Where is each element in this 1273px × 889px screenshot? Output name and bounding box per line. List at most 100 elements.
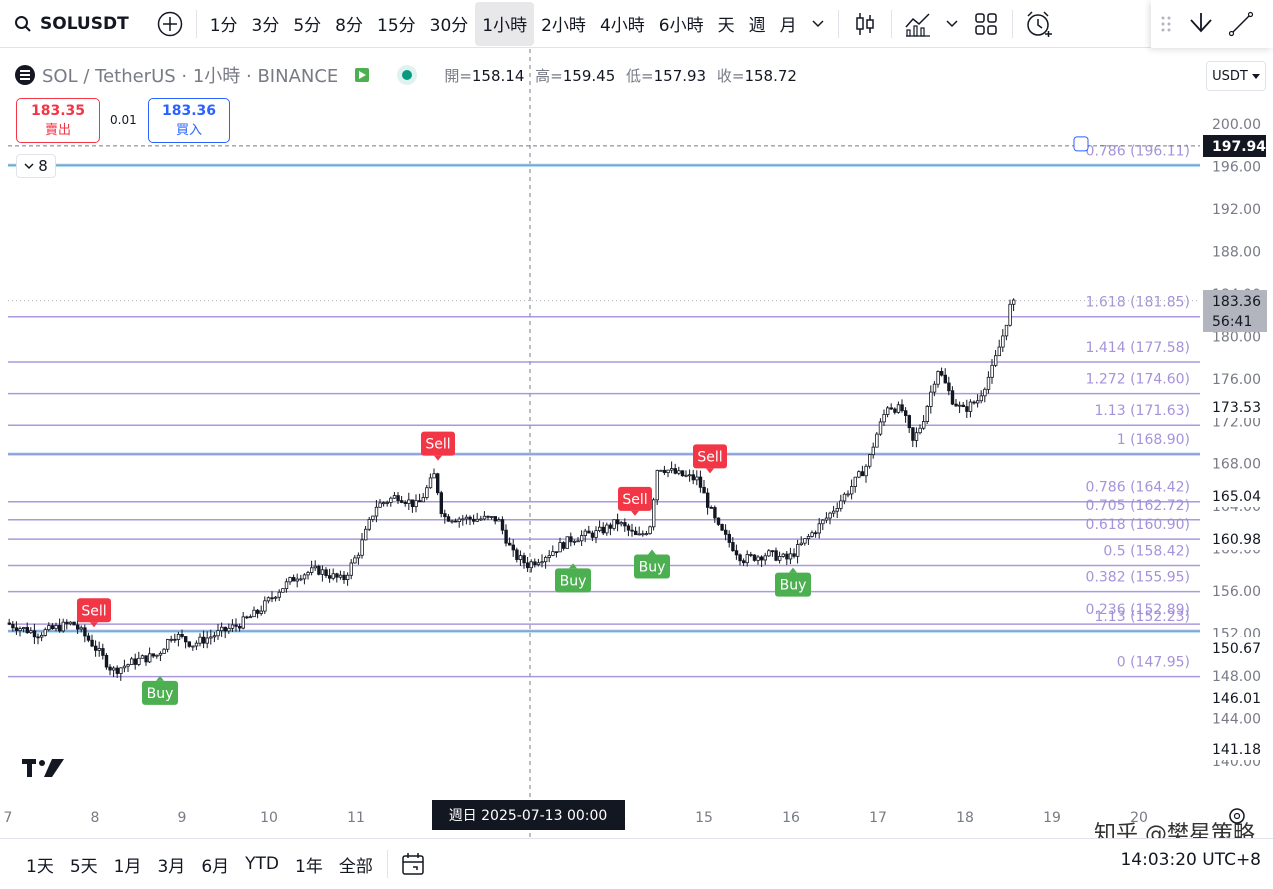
time-tick: 15 — [695, 810, 713, 826]
chart-settings-gear-icon[interactable] — [1229, 808, 1245, 824]
interval-9[interactable]: 6小時 — [658, 16, 704, 36]
interval-8[interactable]: 4小時 — [599, 16, 645, 36]
sell-label: 賣出 — [44, 123, 71, 138]
candle — [986, 371, 991, 394]
indicators-dropdown[interactable] — [938, 0, 966, 48]
interval-4[interactable]: 15分 — [377, 16, 416, 36]
interval-5[interactable]: 30分 — [429, 16, 469, 36]
crosshair-time-label: 週日 2025-07-13 00:00 — [449, 808, 608, 824]
range-4[interactable]: 6月 — [201, 856, 230, 877]
candle — [997, 339, 1001, 357]
layouts-button[interactable] — [966, 0, 1006, 48]
chart-type-button[interactable] — [845, 0, 885, 48]
candle — [594, 526, 598, 544]
alert-button[interactable] — [1019, 0, 1059, 48]
buy-signal[interactable]: Buy — [142, 675, 178, 705]
candle — [810, 530, 814, 538]
price-axis-tag-bg — [1203, 687, 1267, 709]
goto-date-button[interactable] — [394, 840, 434, 888]
sell-signal[interactable]: Sell — [421, 431, 455, 461]
candle — [940, 367, 944, 377]
chart-area[interactable]: 200.00196.00192.00188.00184.00180.00176.… — [0, 49, 1273, 839]
top-toolbar: SOLUSDT 1分 3分 5分 8分 15分 30分 1小時 2小時 4小時 6小時天週月 — [0, 0, 1273, 48]
interval-1[interactable]: 3分 — [251, 16, 280, 36]
sell-signal[interactable]: Sell — [693, 444, 727, 474]
price-axis-tag: 56:41 — [1212, 314, 1252, 330]
buy-signal[interactable]: Buy — [634, 549, 670, 579]
close-label: 收= — [716, 66, 745, 85]
caret-down-icon — [1251, 73, 1260, 79]
indicators-collapse-button[interactable]: 8 — [16, 154, 56, 178]
candles-icon — [855, 12, 874, 35]
candle — [259, 605, 263, 616]
candle — [619, 520, 623, 527]
candle — [601, 522, 605, 536]
trend-line-button[interactable] — [1221, 0, 1261, 48]
down-arrow-button[interactable] — [1181, 0, 1221, 48]
interval-0[interactable]: 1分 — [209, 16, 238, 36]
candle — [40, 632, 44, 642]
buy-signal[interactable]: Buy — [775, 567, 811, 597]
candle — [464, 514, 469, 525]
interval-7[interactable]: 2小時 — [541, 16, 586, 36]
buy-signal[interactable]: Buy — [555, 563, 591, 593]
interval-10[interactable]: 天 — [717, 16, 735, 36]
candle — [958, 401, 962, 414]
candle — [832, 505, 836, 518]
high-label: 高= — [535, 66, 563, 85]
crosshair-time-label-bg — [432, 800, 625, 830]
close-value: 158.72 — [744, 66, 797, 85]
candle — [50, 623, 55, 630]
candle — [371, 515, 375, 523]
candle — [536, 558, 541, 567]
candle — [796, 539, 800, 564]
range-2[interactable]: 1月 — [113, 856, 142, 877]
candle — [965, 399, 969, 418]
candle — [637, 526, 641, 536]
range-0[interactable]: 1天 — [26, 856, 54, 877]
candle — [954, 398, 958, 407]
candle — [1004, 324, 1009, 341]
clock-timezone[interactable]: 14:03:20 UTC+8 — [1120, 850, 1261, 870]
currency-selector[interactable]: USDT — [1206, 61, 1266, 91]
range-5[interactable]: YTD — [245, 854, 279, 874]
range-7[interactable]: 全部 — [338, 856, 373, 877]
interval-2[interactable]: 5分 — [293, 16, 322, 36]
candle — [83, 624, 87, 643]
alert-marker[interactable] — [1073, 136, 1089, 152]
candle — [32, 623, 37, 645]
time-tick: 16 — [782, 810, 800, 826]
symbol-search[interactable]: SOLUSDT — [0, 0, 136, 48]
candle — [864, 464, 868, 483]
candle — [209, 629, 213, 645]
candle — [245, 615, 249, 620]
candle — [61, 618, 65, 633]
buy-button[interactable]: 183.36 買入 — [148, 98, 230, 143]
candles — [7, 298, 1016, 681]
interval-6[interactable]: 1小時 — [475, 1, 535, 46]
sell-button[interactable]: 183.35 賣出 — [16, 98, 100, 143]
candle — [518, 550, 523, 566]
candle — [443, 509, 447, 524]
candle — [691, 469, 695, 485]
drag-handle[interactable] — [1151, 0, 1181, 48]
price-tick: 200.00 — [1212, 117, 1261, 133]
candle — [497, 517, 501, 522]
range-6[interactable]: 1年 — [295, 856, 323, 877]
candle — [489, 515, 494, 520]
price-chart[interactable]: 200.00196.00192.00188.00184.00180.00176.… — [0, 49, 1273, 839]
interval-3[interactable]: 8分 — [335, 16, 363, 36]
interval-dropdown[interactable] — [804, 0, 832, 48]
plus-circle-icon — [157, 11, 182, 36]
candle — [605, 522, 609, 536]
indicators-button[interactable] — [898, 0, 938, 48]
range-1[interactable]: 5天 — [69, 856, 98, 877]
range-3[interactable]: 3月 — [157, 856, 186, 877]
candle — [623, 518, 627, 532]
candle — [58, 618, 62, 633]
interval-12[interactable]: 月 — [779, 16, 797, 36]
sell-signal[interactable]: Sell — [77, 598, 111, 628]
interval-11[interactable]: 週 — [748, 16, 766, 36]
sell-signal[interactable]: Sell — [618, 486, 652, 516]
compare-button[interactable] — [150, 0, 190, 48]
